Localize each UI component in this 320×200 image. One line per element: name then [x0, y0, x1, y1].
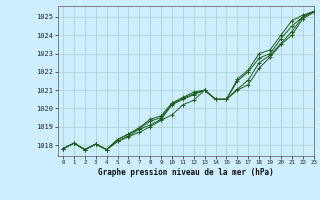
X-axis label: Graphe pression niveau de la mer (hPa): Graphe pression niveau de la mer (hPa) — [98, 168, 274, 177]
